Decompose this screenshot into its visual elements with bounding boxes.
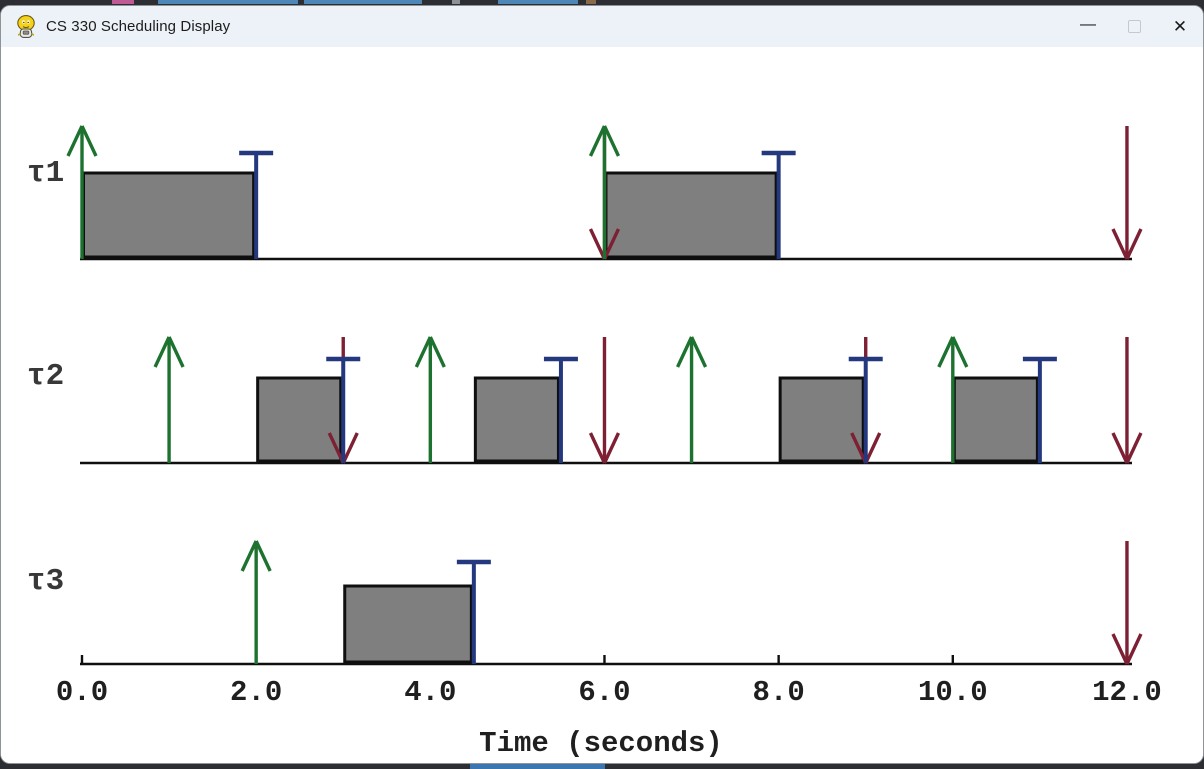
axis-tick-label: 8.0 [753,676,805,709]
deadline-arrow-icon [602,228,621,260]
execution-block [473,376,560,463]
background-scrollbar-accent [470,764,605,769]
release-arrow-icon [167,336,185,368]
scheduling-chart: τ1 τ2 τ3 0.0 2.0 4.0 6.0 8.0 10.0 12.0 Time (secon… [27,125,1162,759]
deadline-arrow-icon [850,432,868,464]
axis-tick-label: 2.0 [230,676,282,709]
background-code-fragment [452,0,460,4]
task-label: τ3 [27,564,64,599]
deadline-arrow-icon [341,432,359,464]
minimize-icon: — [1080,15,1096,33]
window-title: CS 330 Scheduling Display [46,18,231,35]
background-code-fragment [112,0,134,4]
axis-title: Time (seconds) [479,727,723,759]
release-arrow-icon [153,336,171,368]
titlebar[interactable]: CS 330 Scheduling Display — ✕ [1,6,1203,47]
close-button[interactable]: ✕ [1157,6,1203,47]
release-arrow-icon [602,125,621,157]
axis-tick-label: 10.0 [918,676,988,709]
execution-block [952,376,1039,463]
deadline-arrow-icon [1111,228,1129,260]
background-code-fragment [498,0,578,4]
axis-tick-label: 0.0 [56,676,108,709]
release-arrow-icon [951,336,969,368]
execution-block [256,376,343,463]
release-arrow-icon [428,336,446,368]
release-arrow-icon [690,336,708,368]
release-arrow-icon [414,336,432,368]
deadline-arrow-icon [864,432,882,464]
axis-tick-label: 6.0 [578,676,630,709]
axis-tick-label: 4.0 [404,676,456,709]
background-code-fragment [304,0,422,4]
deadline-arrow-icon [602,432,621,464]
task-label: τ1 [27,156,64,191]
close-icon: ✕ [1172,17,1188,36]
execution-block [778,376,865,463]
background-code-fragment [158,0,298,4]
maximize-button[interactable] [1111,6,1157,47]
release-arrow-icon [240,540,258,572]
release-arrow-icon [676,336,694,368]
task-label: τ2 [27,359,64,394]
app-window: CS 330 Scheduling Display — ✕ τ1 τ2 τ3 0.0 2… [0,5,1204,764]
deadline-arrow-icon [1125,633,1143,665]
minimize-button[interactable]: — [1065,6,1111,47]
deadline-arrow-icon [1111,633,1129,665]
axis-tick-label: 12.0 [1092,676,1162,709]
deadline-arrow-icon [588,228,607,260]
deadline-arrow-icon [327,432,345,464]
deadline-arrow-icon [1125,228,1143,260]
background-code-fragment [586,0,596,4]
release-arrow-icon [254,540,272,572]
deadline-arrow-icon [1125,432,1143,464]
release-arrow-icon [937,336,955,368]
execution-block [604,171,778,259]
scheduling-canvas: τ1 τ2 τ3 0.0 2.0 4.0 6.0 8.0 10.0 12.0 Time (secon… [1,47,1203,763]
maximize-icon [1127,20,1141,33]
release-arrow-icon [588,125,607,157]
deadline-arrow-icon [588,432,607,464]
release-arrow-icon [66,125,84,157]
release-arrow-icon [80,125,98,157]
deadline-arrow-icon [1111,432,1129,464]
app-icon [17,14,35,38]
execution-block [82,171,256,259]
execution-block [343,584,473,664]
